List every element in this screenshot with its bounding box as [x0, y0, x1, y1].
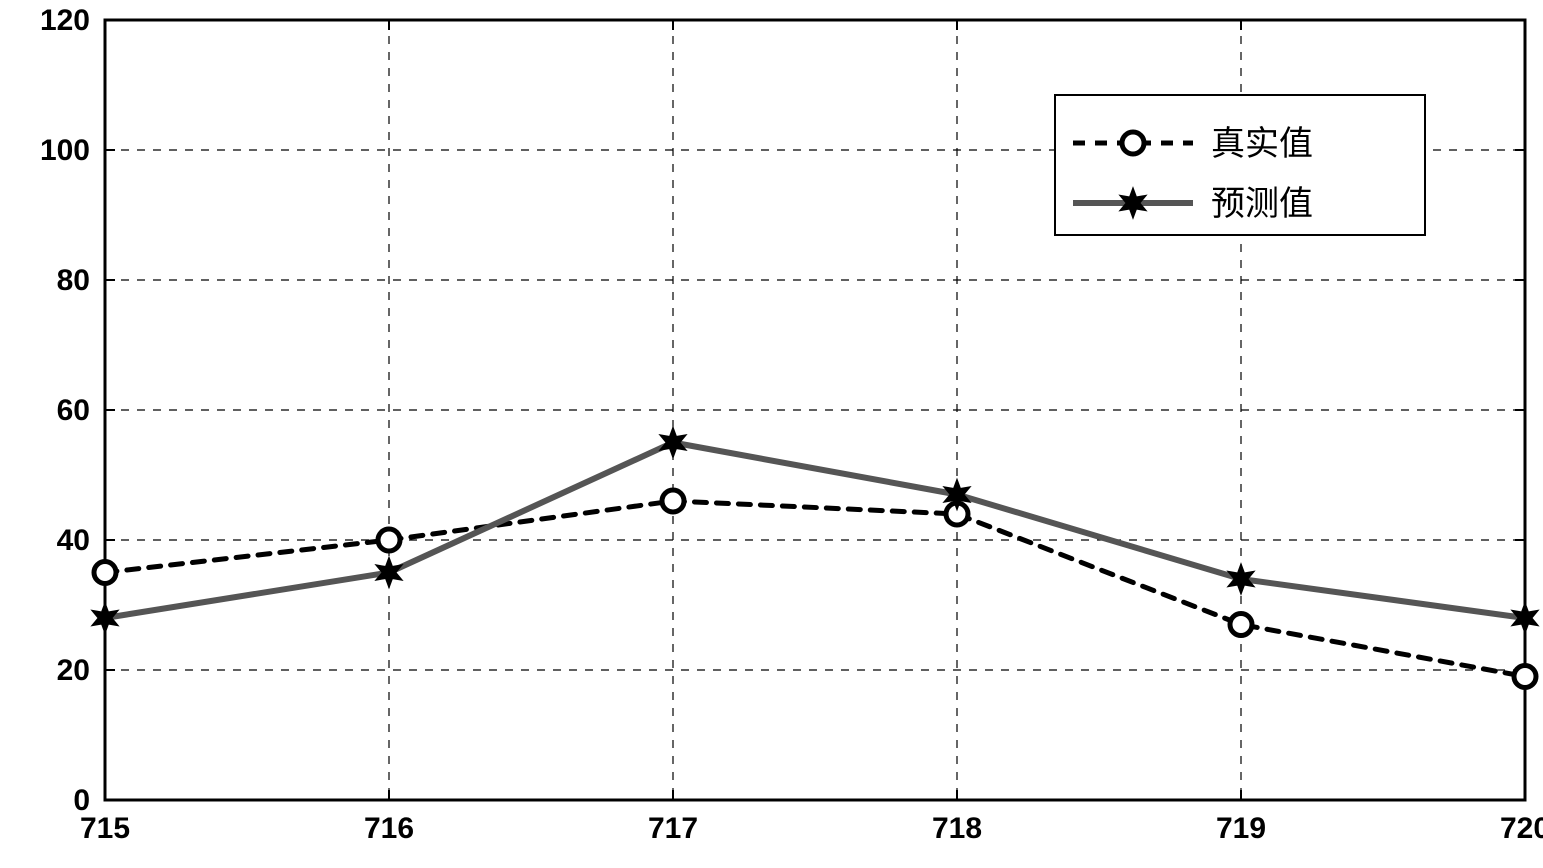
- series-true-marker: [94, 562, 116, 584]
- series-true-marker: [1230, 614, 1252, 636]
- chart-container: 715716717718719720020406080100120真实值预测值: [0, 0, 1543, 868]
- x-tick-label: 719: [1216, 812, 1266, 845]
- series-true-marker: [378, 529, 400, 551]
- legend-label-pred: 预测值: [1211, 185, 1313, 223]
- x-tick-label: 720: [1500, 812, 1543, 845]
- y-tick-label: 20: [57, 654, 90, 687]
- legend-label-true: 真实值: [1211, 125, 1313, 163]
- y-tick-label: 0: [73, 784, 90, 817]
- line-chart: 715716717718719720020406080100120真实值预测值: [0, 0, 1543, 868]
- x-tick-label: 716: [364, 812, 414, 845]
- y-tick-label: 40: [57, 524, 90, 557]
- y-tick-label: 80: [57, 264, 90, 297]
- y-tick-label: 60: [57, 394, 90, 427]
- series-true-marker: [662, 490, 684, 512]
- x-tick-label: 718: [932, 812, 982, 845]
- series-true-marker: [1514, 666, 1536, 688]
- legend-marker-true: [1122, 132, 1144, 154]
- legend: 真实值预测值: [1055, 95, 1425, 235]
- y-tick-label: 100: [40, 134, 90, 167]
- x-tick-label: 717: [648, 812, 698, 845]
- y-tick-label: 120: [40, 4, 90, 37]
